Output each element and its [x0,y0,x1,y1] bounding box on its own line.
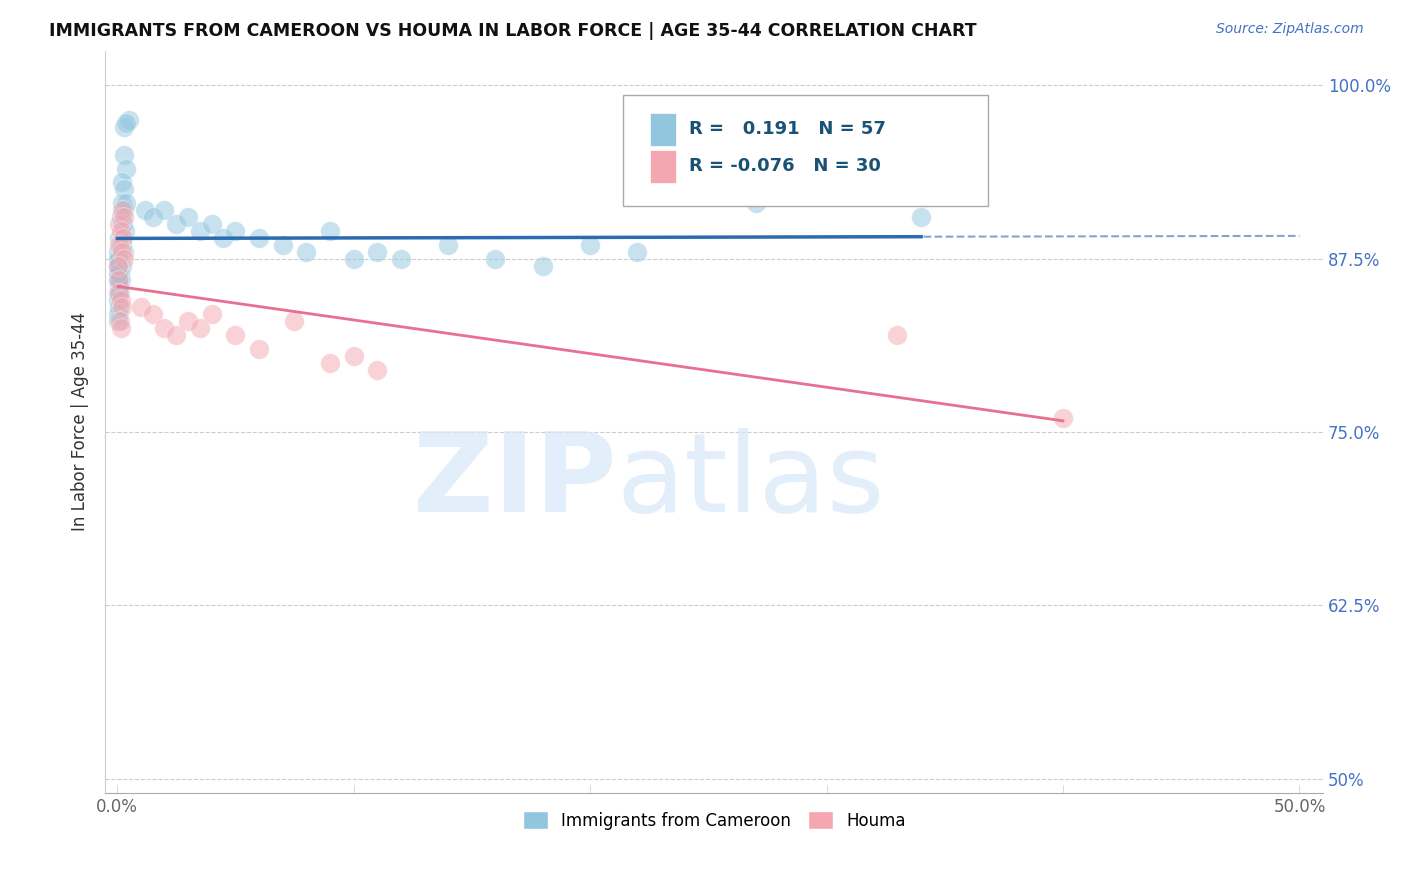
Point [437,237,460,252]
Text: atlas: atlas [617,427,886,534]
Point [141,307,163,321]
Point [134,203,156,218]
Legend: Immigrants from Cameroon, Houma: Immigrants from Cameroon, Houma [516,805,912,837]
Point [129,300,152,314]
Y-axis label: In Labor Force | Age 35-44: In Labor Force | Age 35-44 [72,312,89,532]
Point [107,244,129,259]
Point [110,293,132,308]
Point [886,328,908,343]
Point [112,120,135,134]
Point [295,244,318,259]
Point [153,321,176,335]
Point [531,259,554,273]
Text: IMMIGRANTS FROM CAMEROON VS HOUMA IN LABOR FORCE | AGE 35-44 CORRELATION CHART: IMMIGRANTS FROM CAMEROON VS HOUMA IN LAB… [49,22,977,40]
Point [247,342,270,356]
Text: Source: ZipAtlas.com: Source: ZipAtlas.com [1216,22,1364,37]
Point [247,231,270,245]
Point [108,266,131,280]
FancyBboxPatch shape [623,95,988,206]
Point [112,244,135,259]
Point [111,176,134,190]
Point [108,300,131,314]
Text: ZIP: ZIP [413,427,617,534]
Point [115,116,138,130]
Point [141,210,163,224]
Point [177,210,200,224]
Point [342,252,364,266]
Point [108,259,131,273]
Point [108,231,131,245]
Text: R =   0.191   N = 57: R = 0.191 N = 57 [689,120,886,138]
Point [108,217,131,231]
Point [188,224,211,238]
Point [366,244,388,259]
Point [112,252,135,266]
Point [107,293,129,308]
Point [224,224,246,238]
Point [319,224,342,238]
Point [111,237,134,252]
Bar [650,150,676,183]
Point [484,252,506,266]
Point [107,266,129,280]
Point [110,321,132,335]
Point [108,272,131,286]
Text: R = -0.076   N = 30: R = -0.076 N = 30 [689,157,880,176]
Point [165,328,187,343]
Point [579,237,602,252]
Point [118,113,141,128]
Point [112,182,135,196]
Point [283,314,305,328]
Point [108,237,131,252]
Point [389,252,412,266]
Point [112,203,135,218]
Point [108,314,131,328]
Point [1052,411,1074,425]
Point [107,272,129,286]
Point [107,307,129,321]
Point [626,244,648,259]
Point [107,252,129,266]
Point [110,224,132,238]
Point [910,210,932,224]
Point [108,279,131,293]
Point [111,259,134,273]
Point [112,210,135,224]
Point [224,328,246,343]
Bar [650,113,676,145]
Point [111,231,134,245]
Point [107,286,129,301]
Point [212,231,235,245]
Point [110,210,132,224]
Point [111,217,134,231]
Point [188,321,211,335]
Point [111,203,134,218]
Point [107,314,129,328]
Point [114,224,136,238]
Point [366,362,388,376]
Point [177,314,200,328]
Point [111,244,134,259]
Point [107,259,129,273]
Point [271,237,294,252]
Point [108,286,131,301]
Point [111,300,134,314]
Point [201,307,224,321]
Point [153,203,176,218]
Point [110,272,132,286]
Point [744,196,766,211]
Point [165,217,187,231]
Point [115,196,138,211]
Point [108,252,131,266]
Point [108,286,131,301]
Point [107,259,129,273]
Point [319,356,342,370]
Point [112,147,135,161]
Point [342,349,364,363]
Point [107,272,129,286]
Point [201,217,224,231]
Point [111,196,134,211]
Point [115,161,138,176]
